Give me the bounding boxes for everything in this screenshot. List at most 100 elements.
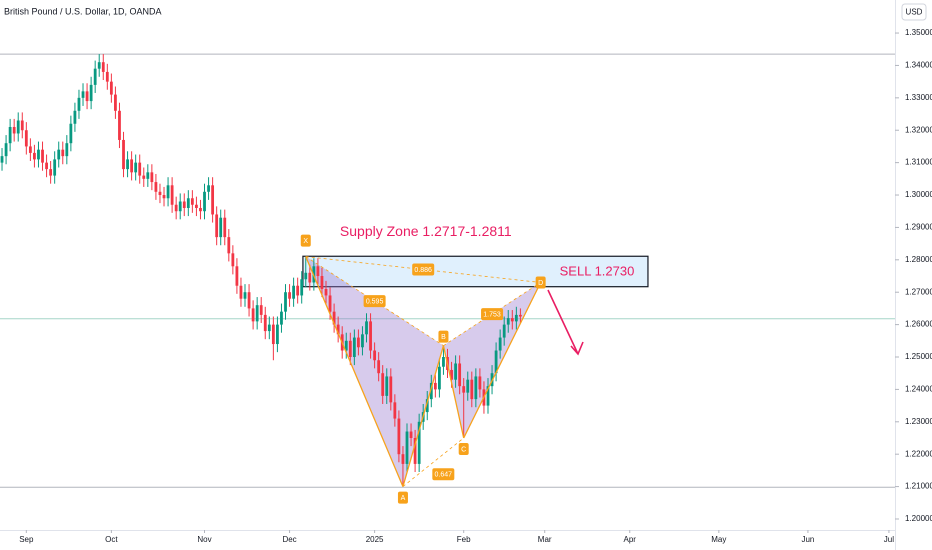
x-tick-label: Apr: [624, 535, 637, 544]
candle-body: [458, 363, 462, 387]
candle-body: [296, 285, 300, 296]
candle-body: [474, 376, 478, 400]
candle-body: [304, 272, 308, 280]
chart-title: British Pound / U.S. Dollar, 1D, OANDA: [4, 6, 162, 16]
pattern-leg: [463, 282, 542, 439]
candle-body: [195, 204, 198, 208]
x-tick-label: Oct: [105, 535, 118, 544]
candle-body: [77, 97, 81, 111]
y-tick-label: 1.27000: [905, 287, 932, 296]
candle-body: [199, 207, 202, 212]
candle-body: [518, 314, 522, 317]
point-label: A: [401, 495, 406, 502]
candle-body: [203, 191, 206, 212]
point-label: C: [461, 446, 466, 453]
candle-body: [320, 276, 324, 289]
ratio-box: [363, 295, 386, 308]
candle-body: [162, 195, 166, 199]
currency-box[interactable]: [901, 3, 927, 21]
candle-body: [413, 437, 417, 464]
currency-label[interactable]: USD: [906, 8, 923, 17]
candle-body: [271, 324, 275, 345]
supply-zone-label: Supply Zone 1.2717-1.2811: [340, 223, 512, 239]
candle-body: [486, 386, 490, 406]
candle-body: [154, 182, 158, 192]
pattern-fill: [305, 256, 444, 487]
candle-body: [389, 376, 393, 403]
candle-body: [288, 292, 291, 299]
candle-body: [178, 201, 182, 212]
candle-body: [280, 311, 283, 325]
y-tick-label: 1.33000: [905, 93, 932, 102]
candle-body: [101, 62, 105, 72]
candle-body: [126, 159, 129, 170]
candle-body: [215, 214, 219, 238]
candle-body: [365, 321, 368, 335]
x-tick-label: Nov: [197, 535, 211, 544]
candle-body: [61, 149, 65, 157]
candle-body: [328, 295, 332, 312]
pattern-leg: [442, 345, 465, 439]
point-label: X: [303, 238, 308, 245]
candle-body: [425, 399, 429, 413]
y-tick-label: 1.20000: [905, 514, 932, 523]
candle-body: [231, 253, 235, 267]
candle-body: [255, 305, 259, 322]
candle-body: [352, 337, 356, 358]
candle-body: [166, 185, 170, 199]
y-tick-label: 1.22000: [905, 449, 932, 458]
x-tick-label: Feb: [457, 535, 471, 544]
candle-body: [263, 314, 267, 332]
candle-body: [247, 292, 251, 309]
candle-body: [207, 185, 210, 192]
candle-body: [466, 379, 470, 393]
x-tick-label: Sep: [19, 535, 34, 544]
candle-body: [336, 324, 340, 335]
candle-body: [69, 123, 73, 144]
ratio-label: 0.595: [366, 298, 384, 305]
candle-body: [146, 172, 150, 179]
candle-body: [494, 350, 498, 374]
candle-body: [130, 159, 134, 173]
candle-body: [65, 143, 69, 157]
candle-body: [41, 149, 44, 163]
candle-body: [361, 334, 364, 348]
candle-body: [332, 311, 336, 325]
candle-body: [450, 369, 453, 380]
candle-body: [324, 288, 328, 296]
axes-layer: 1.35000 1.34000 1.33000 1.32000 1.31000 1.300…: [19, 28, 932, 544]
candle-body: [405, 431, 409, 464]
candle-body: [16, 120, 20, 134]
y-tick-label: 1.26000: [905, 320, 932, 329]
candle-body: [118, 110, 121, 140]
candle-body: [506, 318, 510, 325]
candle-body: [81, 91, 85, 98]
candle-body: [498, 337, 502, 351]
candle-body: [259, 305, 263, 315]
candle-body: [109, 81, 113, 95]
point-box: [300, 234, 311, 247]
y-tick-label: 1.30000: [905, 190, 932, 199]
candle-body: [97, 62, 101, 69]
candle-body: [308, 272, 312, 283]
supply-zone: [302, 255, 649, 288]
candle-body: [158, 191, 162, 196]
point-label: B: [441, 334, 446, 341]
candle-body: [0, 156, 4, 163]
candle-body: [409, 431, 413, 438]
candle-body: [89, 84, 93, 102]
candle-body: [454, 363, 457, 380]
candle-body: [316, 266, 320, 277]
y-tick-label: 1.21000: [905, 482, 932, 491]
y-tick-label: 1.23000: [905, 417, 932, 426]
candle-body: [284, 292, 287, 312]
candle-body: [182, 201, 186, 208]
y-tick-label: 1.25000: [905, 352, 932, 361]
candle-body: [57, 149, 61, 160]
candle-body: [239, 285, 243, 299]
candle-body: [122, 139, 125, 170]
candle-body: [142, 175, 146, 179]
